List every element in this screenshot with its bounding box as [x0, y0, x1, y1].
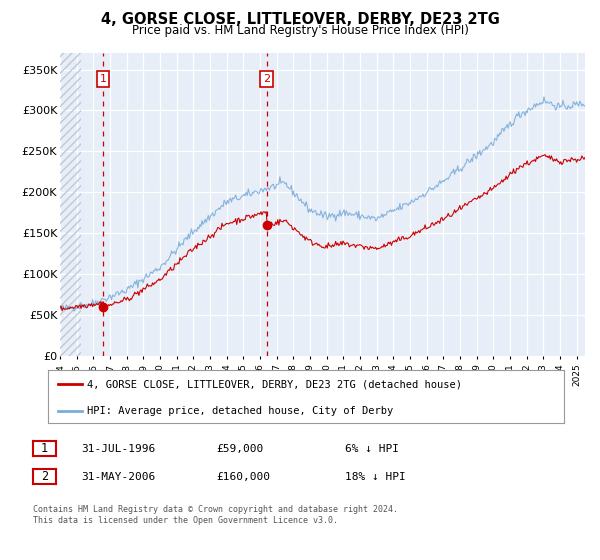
Text: Price paid vs. HM Land Registry's House Price Index (HPI): Price paid vs. HM Land Registry's House … [131, 24, 469, 37]
Text: 1: 1 [100, 74, 107, 84]
Text: 4, GORSE CLOSE, LITTLEOVER, DERBY, DE23 2TG: 4, GORSE CLOSE, LITTLEOVER, DERBY, DE23 … [101, 12, 499, 27]
Text: £160,000: £160,000 [216, 472, 270, 482]
Text: 4, GORSE CLOSE, LITTLEOVER, DERBY, DE23 2TG (detached house): 4, GORSE CLOSE, LITTLEOVER, DERBY, DE23 … [86, 380, 462, 390]
Text: £59,000: £59,000 [216, 444, 263, 454]
Text: 31-JUL-1996: 31-JUL-1996 [81, 444, 155, 454]
Text: 6% ↓ HPI: 6% ↓ HPI [345, 444, 399, 454]
Text: 2: 2 [263, 74, 271, 84]
Text: Contains HM Land Registry data © Crown copyright and database right 2024.
This d: Contains HM Land Registry data © Crown c… [33, 505, 398, 525]
Text: 2: 2 [41, 470, 48, 483]
Text: 18% ↓ HPI: 18% ↓ HPI [345, 472, 406, 482]
Text: 1: 1 [41, 442, 48, 455]
Text: 31-MAY-2006: 31-MAY-2006 [81, 472, 155, 482]
Text: HPI: Average price, detached house, City of Derby: HPI: Average price, detached house, City… [86, 406, 393, 416]
